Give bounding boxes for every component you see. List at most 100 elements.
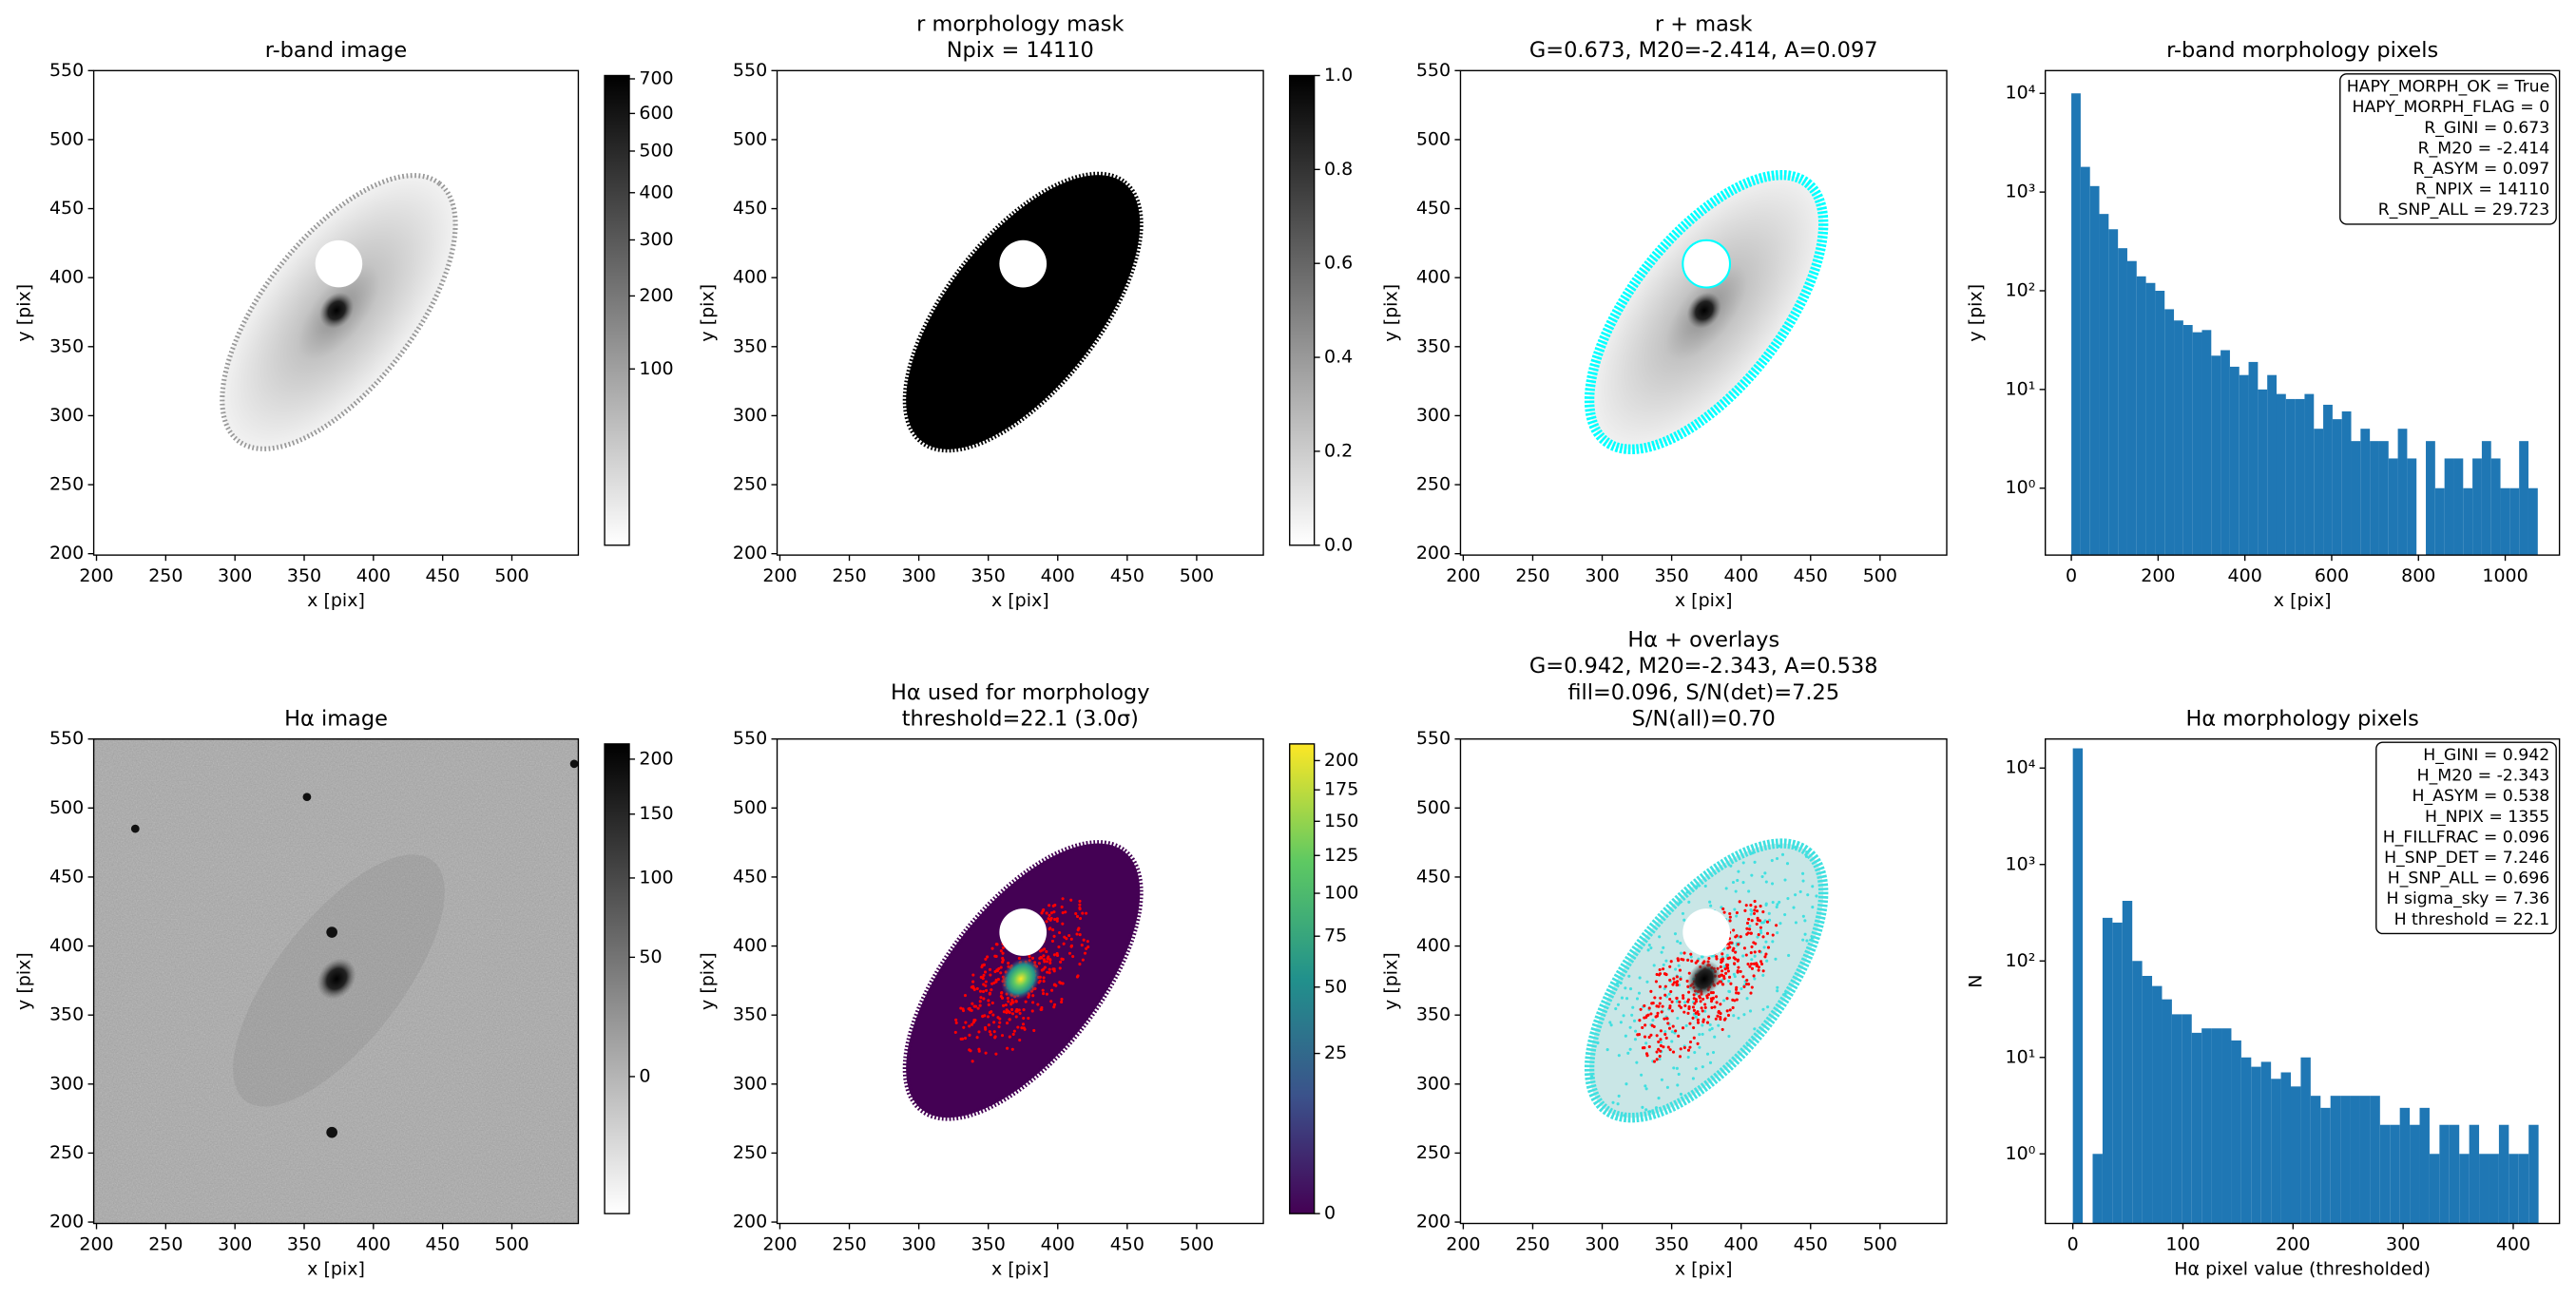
colorbar bbox=[604, 743, 630, 1214]
pixel-dot bbox=[1725, 997, 1729, 1001]
pixel-dot bbox=[1060, 1000, 1064, 1004]
pixel-dot bbox=[1679, 1047, 1682, 1051]
pixel-dot bbox=[1008, 1018, 1011, 1022]
bar bbox=[2459, 1154, 2470, 1224]
panel-title: r-band image bbox=[265, 38, 407, 63]
colorbar-tick-label: 300 bbox=[639, 229, 673, 250]
pixel-dot bbox=[1727, 989, 1731, 993]
pixel-dot bbox=[1708, 1060, 1713, 1064]
x-tick-label: 200 bbox=[1446, 1233, 1480, 1254]
pixel-dot bbox=[1037, 962, 1041, 965]
y-tick-label: 250 bbox=[1416, 474, 1451, 495]
pixel-dot bbox=[1747, 889, 1751, 893]
bar bbox=[2152, 985, 2163, 1224]
axes-frame bbox=[2045, 737, 2561, 1225]
pixel-dot bbox=[1030, 956, 1035, 960]
x-tick-label: 300 bbox=[1585, 1233, 1619, 1254]
pixel-dot bbox=[1660, 1078, 1663, 1081]
pixel-dot bbox=[1045, 911, 1048, 915]
y-tick-label: 10⁴ bbox=[2006, 757, 2036, 778]
pixel-dot bbox=[1680, 951, 1683, 955]
pixel-dot bbox=[1058, 966, 1062, 970]
pixel-dot bbox=[1667, 1026, 1672, 1030]
x-tick-label: 450 bbox=[426, 1233, 460, 1254]
pixel-dot bbox=[1031, 994, 1035, 998]
pixel-dot bbox=[1713, 1005, 1717, 1009]
pixel-dot bbox=[1045, 920, 1048, 924]
annotation-line: H_SNP_DET = 7.246 bbox=[2384, 849, 2549, 868]
pixel-dot bbox=[1701, 1023, 1704, 1027]
pixel-dot bbox=[1729, 982, 1733, 985]
pixel-dot bbox=[1682, 994, 1685, 998]
pixel-dot bbox=[1758, 919, 1762, 923]
pixel-dot bbox=[1803, 932, 1807, 936]
pixel-dot bbox=[1778, 900, 1781, 904]
pixel-dot bbox=[971, 973, 975, 977]
bar bbox=[2528, 1124, 2539, 1224]
pixel-dot bbox=[1675, 999, 1680, 1003]
pixel-dot bbox=[1042, 992, 1046, 996]
y-tick-label: 10⁰ bbox=[2006, 1143, 2036, 1164]
annotation-line: R_NPIX = 14110 bbox=[2415, 181, 2549, 200]
y-tick-label: 400 bbox=[49, 267, 84, 288]
pixel-dot bbox=[1748, 965, 1752, 968]
pixel-dot bbox=[999, 971, 1003, 975]
pixel-dot bbox=[1659, 1049, 1663, 1053]
x-tick-label: 500 bbox=[1180, 1233, 1214, 1254]
pixel-dot bbox=[1705, 1021, 1710, 1024]
x-tick-label: 450 bbox=[426, 565, 460, 586]
y-tick-label: 450 bbox=[733, 866, 767, 887]
bar bbox=[2211, 1028, 2222, 1224]
pixel-dot bbox=[1768, 918, 1772, 922]
pixel-dot bbox=[1643, 1016, 1646, 1020]
colorbar-tick-label: 200 bbox=[639, 285, 673, 306]
pixel-dot bbox=[1622, 1014, 1625, 1018]
pixel-dot bbox=[1711, 1050, 1716, 1055]
annotation-line: H_M20 = -2.343 bbox=[2417, 767, 2550, 786]
pixel-dot bbox=[1744, 904, 1748, 907]
y-tick-label: 200 bbox=[1416, 543, 1451, 564]
pixel-dot bbox=[1691, 1077, 1695, 1080]
pixel-dot bbox=[1615, 982, 1619, 985]
x-tick-label: 500 bbox=[1863, 1233, 1897, 1254]
pixel-dot bbox=[1651, 1002, 1655, 1005]
x-tick-label: 300 bbox=[901, 1233, 935, 1254]
pixel-dot bbox=[1776, 985, 1779, 989]
pixel-dot bbox=[977, 1049, 981, 1053]
pixel-dot bbox=[987, 999, 990, 1003]
bar bbox=[2267, 374, 2277, 556]
pixel-dot bbox=[1703, 1003, 1707, 1006]
x-tick-label: 500 bbox=[1863, 565, 1897, 586]
pixel-dot bbox=[1002, 1003, 1006, 1007]
pixel-dot bbox=[1605, 1048, 1609, 1052]
pixel-dot bbox=[1759, 931, 1763, 935]
pixel-dot bbox=[1006, 1022, 1009, 1025]
bar bbox=[2360, 429, 2371, 556]
pixel-dot bbox=[1651, 1019, 1655, 1022]
pixel-dot bbox=[983, 1025, 988, 1030]
pixel-dot bbox=[1748, 927, 1752, 931]
x-tick-label: 200 bbox=[762, 565, 797, 586]
bar bbox=[2182, 1014, 2192, 1224]
pixel-dot bbox=[1770, 882, 1775, 886]
pixel-dot bbox=[1721, 957, 1725, 961]
pixel-dot bbox=[1696, 1021, 1701, 1024]
pixel-dot bbox=[1053, 903, 1057, 907]
pixel-dot bbox=[1690, 959, 1694, 963]
bar bbox=[2518, 1154, 2529, 1224]
pixel-dot bbox=[968, 1033, 971, 1037]
pixel-dot bbox=[1042, 954, 1046, 958]
pixel-dot bbox=[1681, 911, 1685, 915]
pixel-dot bbox=[1048, 958, 1052, 962]
pixel-dot bbox=[1045, 949, 1048, 954]
y-tick-label: 10⁴ bbox=[2006, 83, 2036, 104]
pixel-dot bbox=[1764, 880, 1768, 884]
pixel-dot bbox=[1042, 980, 1046, 984]
pixel-dot bbox=[990, 988, 993, 992]
pixel-dot bbox=[1058, 981, 1062, 984]
pixel-dot bbox=[1798, 889, 1802, 893]
pixel-dot bbox=[1633, 1038, 1638, 1041]
pixel-dot bbox=[1631, 1005, 1635, 1009]
y-tick-label: 10¹ bbox=[2006, 378, 2036, 399]
